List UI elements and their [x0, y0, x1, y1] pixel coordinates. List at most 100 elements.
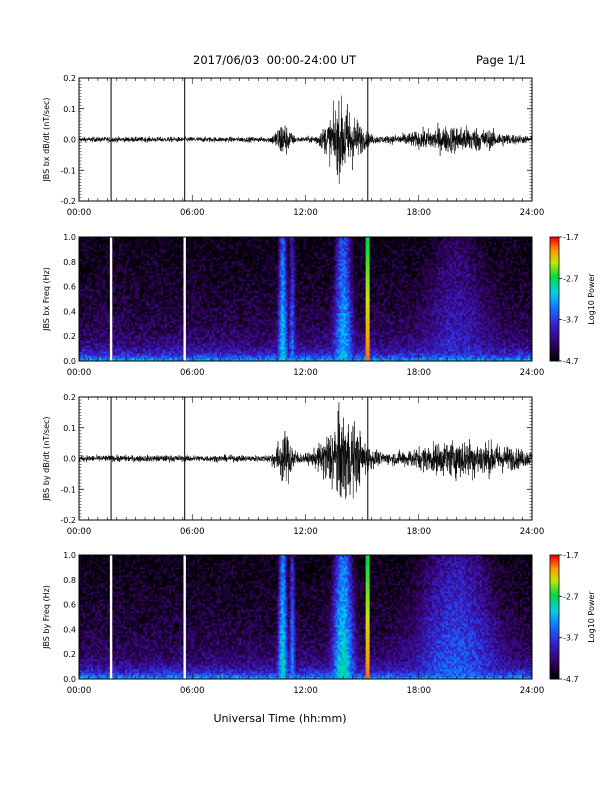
spectrogram-cell [119, 317, 122, 320]
spectrogram-cell [101, 285, 104, 288]
spectrogram-cell [99, 243, 102, 246]
spectrogram-cell [177, 335, 180, 338]
spectrogram-cell [137, 333, 140, 336]
spectrogram-cell [179, 337, 182, 340]
spectrogram-cell [139, 243, 142, 246]
spectrogram-cell [107, 273, 110, 276]
spectrogram-cell [129, 267, 132, 270]
spectrogram-cell [163, 251, 166, 254]
spectrogram-cell [83, 265, 86, 268]
spectrogram-cell [165, 323, 168, 326]
spectrogram-cell [85, 347, 88, 350]
spectrogram-cell [147, 347, 150, 350]
spectrogram-cell [145, 273, 148, 276]
spectrogram-cell [153, 307, 156, 310]
spectrogram-cell [81, 279, 84, 282]
spectrogram-cell [179, 281, 182, 284]
spectrogram-cell [143, 303, 146, 306]
spectrogram-cell [125, 325, 128, 328]
spectrogram-cell [105, 329, 108, 332]
spectrogram-cell [135, 353, 138, 356]
spectrogram-cell [155, 265, 158, 268]
spectrogram-cell [187, 325, 190, 328]
spectrogram-cell [165, 299, 168, 302]
spectrogram-cell [101, 329, 104, 332]
spectrogram-cell [131, 353, 134, 356]
spectrogram-cell [177, 281, 180, 284]
spectrogram-cell [127, 297, 130, 300]
spectrogram-cell [141, 315, 144, 318]
spectrogram-cell [127, 259, 130, 262]
spectrogram-cell [121, 329, 124, 332]
spectrogram-cell [141, 295, 144, 298]
spectrogram-cell [165, 315, 168, 318]
spectrogram-cell [169, 351, 172, 354]
spectrogram-cell [161, 299, 164, 302]
spectrogram-cell [173, 309, 176, 312]
spectrogram-cell [187, 247, 190, 250]
spectrogram-cell [107, 337, 110, 340]
spectrogram-cell [107, 299, 110, 302]
spectrogram-cell [185, 335, 188, 338]
spectrogram-cell [95, 331, 98, 334]
spectrogram-cell [165, 273, 168, 276]
spectrogram-cell [113, 251, 116, 254]
spectrogram-cell [181, 245, 184, 248]
spectrogram-cell [135, 305, 138, 308]
spectrogram-cell [105, 339, 108, 342]
spectrogram-cell [95, 287, 98, 290]
spectrogram-cell [187, 333, 190, 336]
spectrogram-cell [137, 253, 140, 256]
spectrogram-cell [173, 311, 176, 314]
spectrogram-cell [97, 311, 100, 314]
spectrogram-cell [131, 341, 134, 344]
spectrogram-cell [145, 237, 148, 240]
spectrogram-cell [81, 303, 84, 306]
spectrogram-cell [123, 247, 126, 250]
spectrogram-cell [145, 355, 148, 358]
spectrogram-cell [125, 333, 128, 336]
spectrogram-cell [155, 357, 158, 360]
spectrogram-cell [131, 335, 134, 338]
spectrogram-cell [171, 251, 174, 254]
spectrogram-cell [93, 247, 96, 250]
spectrogram-cell [93, 251, 96, 254]
spectrogram-cell [81, 257, 84, 260]
spectrogram-cell [169, 319, 172, 322]
spectrogram-cell [133, 267, 136, 270]
spectrogram-cell [173, 313, 176, 316]
spectrogram-cell [113, 299, 116, 302]
spectrogram-cell [167, 243, 170, 246]
spectrogram-cell [133, 257, 136, 260]
spectrogram-cell [87, 319, 90, 322]
spectrogram-cell [105, 279, 108, 282]
spectrogram-cell [93, 277, 96, 280]
spectrogram-cell [119, 357, 122, 360]
spectrogram-cell [185, 247, 188, 250]
spectrogram-cell [121, 343, 124, 346]
spectrogram-cell [187, 349, 190, 352]
spectrogram-cell [85, 245, 88, 248]
spectrogram-cell [169, 301, 172, 304]
spectrogram-cell [161, 273, 164, 276]
spectrogram-cell [103, 245, 106, 248]
spectrogram-cell [119, 341, 122, 344]
spectrogram-cell [139, 341, 142, 344]
spectrogram-cell [181, 303, 184, 306]
spectrogram-cell [79, 353, 82, 356]
spectrogram-cell [91, 315, 94, 318]
spectrogram-cell [85, 247, 88, 250]
spectrogram-cell [141, 307, 144, 310]
spectrogram-cell [123, 287, 126, 290]
spectrogram-cell [101, 269, 104, 272]
spectrogram-cell [81, 247, 84, 250]
spectrogram-cell [187, 297, 190, 300]
spectrogram-cell [103, 319, 106, 322]
y-tick-label: 0.1 [63, 105, 76, 114]
spectrogram-cell [149, 239, 152, 242]
spectrogram-cell [125, 289, 128, 292]
spectrogram-cell [99, 321, 102, 324]
spectrogram-cell [161, 319, 164, 322]
spectrogram-cell [171, 277, 174, 280]
spectrogram-cell [159, 267, 162, 270]
